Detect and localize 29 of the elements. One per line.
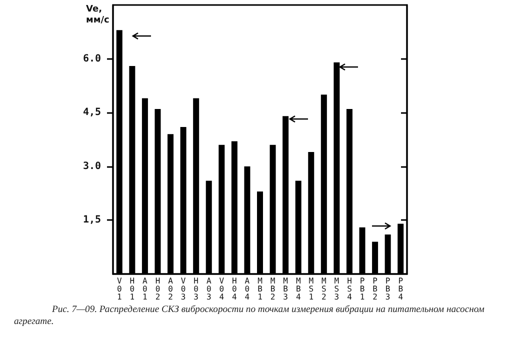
x-tick-label: A02 bbox=[168, 276, 174, 302]
x-tick-label: MB3 bbox=[283, 276, 288, 302]
x-tick-label: MS3 bbox=[334, 276, 340, 302]
x-tick-label: MB2 bbox=[270, 276, 276, 302]
x-tick-label: MB4 bbox=[296, 276, 301, 302]
x-tick-label: V03 bbox=[180, 276, 186, 302]
x-tick-label: MS2 bbox=[322, 276, 326, 302]
x-tick-label: H01 bbox=[130, 276, 135, 302]
x-tick-label: MB1 bbox=[258, 276, 263, 302]
x-tick-label: PB1 bbox=[360, 276, 365, 302]
y-tick-label: 1,5 bbox=[82, 214, 101, 226]
x-tick-label: A04 bbox=[244, 276, 250, 302]
x-tick-label: H02 bbox=[155, 276, 160, 302]
text: Рис. 7—09. Распределение СКЗ виброскорости по точкам измерения вибрации на питательном насосном агрегате. bbox=[14, 304, 486, 328]
x-tick-label: PB4 bbox=[398, 276, 404, 302]
x-tick-label: H03 bbox=[194, 276, 199, 302]
x-tick-label: HS4 bbox=[347, 276, 352, 302]
y-axis-title: Ve, мм/с bbox=[86, 4, 110, 26]
x-tick-label: MS1 bbox=[308, 276, 314, 302]
x-tick-label: PB3 bbox=[385, 276, 390, 302]
y-tick-label: 6.0 bbox=[82, 53, 101, 64]
y-tick-label: 4,5 bbox=[82, 107, 101, 118]
x-tick-label: H04 bbox=[232, 276, 238, 302]
y-tick-label: 3.0 bbox=[82, 160, 101, 172]
x-tick-label: V04 bbox=[219, 276, 224, 302]
x-tick-label: A01 bbox=[142, 276, 148, 302]
x-tick-label: PB2 bbox=[372, 276, 378, 302]
x-tick-label: A03 bbox=[206, 276, 212, 302]
x-tick-label: V01 bbox=[116, 276, 122, 302]
